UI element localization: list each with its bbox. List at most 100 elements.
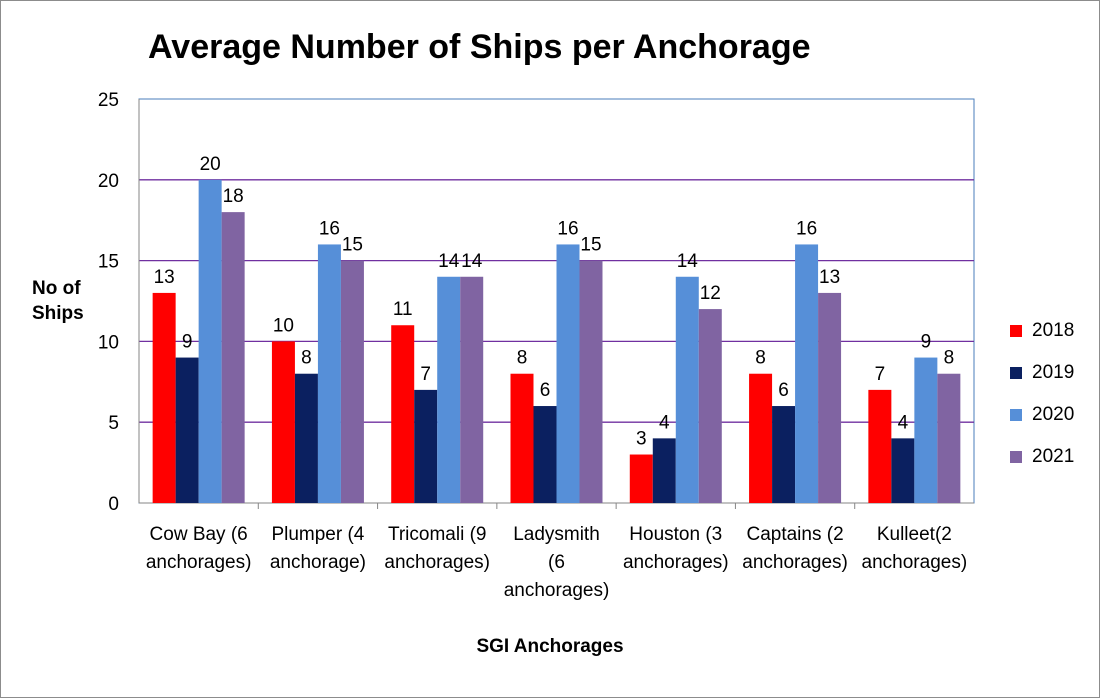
bar-2019-6 (772, 406, 796, 503)
data-label-2021-5: 12 (700, 283, 721, 304)
bar-2018-6 (749, 373, 773, 503)
bar-2020-3 (437, 276, 461, 503)
data-label-2020-7: 9 (921, 332, 932, 353)
category-label-3: Tricomali (9 anchorages) (384, 524, 490, 573)
category-label-line: anchorages) (742, 552, 848, 573)
bar-2019-2 (294, 373, 318, 503)
legend-swatch-2019 (1010, 367, 1022, 379)
y-axis-title-line-1: No of (32, 278, 81, 299)
category-label-5: Houston (3 anchorages) (623, 524, 729, 573)
legend-item-2019: 2019 (1010, 352, 1074, 394)
bar-2021-2 (340, 260, 364, 503)
bar-2018-4 (510, 373, 534, 503)
data-label-2018-6: 8 (755, 348, 766, 369)
data-label-2021-1: 18 (223, 186, 244, 207)
category-label-line: Captains (2 (746, 524, 843, 545)
data-label-2018-7: 7 (875, 364, 886, 385)
y-tick-label-10: 10 (98, 332, 119, 353)
category-label-line: anchorages) (384, 552, 490, 573)
bar-2021-1 (221, 212, 245, 503)
bar-2021-3 (460, 276, 484, 503)
category-label-line: anchorages) (146, 552, 252, 573)
bar-2021-5 (698, 309, 722, 503)
data-label-2020-6: 16 (796, 218, 817, 239)
data-label-2019-6: 6 (778, 380, 789, 401)
data-label-2019-1: 9 (182, 332, 193, 353)
bar-2019-3 (414, 389, 438, 503)
data-label-2019-4: 6 (540, 380, 551, 401)
data-label-2018-1: 13 (154, 267, 175, 288)
bar-2018-2 (271, 341, 295, 503)
data-label-2019-7: 4 (898, 412, 909, 433)
bar-2021-6 (818, 292, 842, 503)
data-label-2019-2: 8 (301, 348, 312, 369)
category-label-line: anchorages) (504, 580, 610, 601)
bar-2019-1 (175, 357, 199, 503)
data-label-2021-4: 15 (580, 235, 601, 256)
x-axis-title: SGI Anchorages (476, 636, 624, 657)
legend-item-2018: 2018 (1010, 310, 1074, 352)
legend-swatch-2020 (1010, 409, 1022, 421)
bar-2020-5 (675, 276, 699, 503)
data-label-2018-4: 8 (517, 348, 528, 369)
bar-2019-7 (891, 438, 915, 503)
bar-2020-2 (317, 244, 341, 503)
category-label-4: Ladysmith (6 anchorages) (504, 524, 610, 601)
legend-swatch-2018 (1010, 325, 1022, 337)
category-label-line: Houston (3 (629, 524, 722, 545)
category-label-2: Plumper (4 anchorage) (270, 524, 366, 573)
y-tick-label-20: 20 (98, 171, 119, 192)
category-label-line: anchorage) (270, 552, 366, 573)
category-label-line: Tricomali (9 (388, 524, 487, 545)
bar-2020-4 (556, 244, 580, 503)
legend-label-2020: 2020 (1032, 404, 1075, 425)
bar-2018-3 (391, 325, 415, 503)
bar-2020-6 (795, 244, 819, 503)
bar-2018-7 (868, 389, 892, 503)
legend-item-2020: 2020 (1010, 394, 1074, 436)
bar-2020-7 (914, 357, 938, 503)
y-axis-title: No of Ships (32, 276, 84, 326)
data-label-2021-3: 14 (461, 251, 483, 272)
y-tick-label-15: 15 (98, 252, 119, 273)
category-label-7: Kulleet(2 anchorages) (862, 524, 968, 573)
category-label-line: Plumper (4 (271, 524, 364, 545)
category-label-line: anchorages) (862, 552, 968, 573)
legend-label-2018: 2018 (1032, 320, 1075, 341)
legend-item-2021: 2021 (1010, 436, 1074, 478)
y-tick-label-0: 0 (108, 494, 119, 515)
chart-title: Average Number of Ships per Anchorage (148, 28, 811, 66)
data-label-2021-6: 13 (819, 267, 840, 288)
y-axis-title-line-2: Ships (32, 303, 84, 324)
chart-legend: 2018 2019 2020 2021 (1010, 310, 1074, 478)
category-label-6: Captains (2 anchorages) (742, 524, 848, 573)
legend-swatch-2021 (1010, 451, 1022, 463)
data-label-2020-5: 14 (677, 251, 699, 272)
data-label-2018-5: 3 (636, 429, 647, 450)
bar-2020-1 (198, 179, 222, 504)
legend-label-2019: 2019 (1032, 362, 1075, 383)
bar-2018-5 (629, 454, 653, 503)
category-label-1: Cow Bay (6 anchorages) (146, 524, 252, 573)
data-label-2020-4: 16 (557, 218, 578, 239)
category-label-line: (6 (548, 552, 565, 573)
y-tick-label-5: 5 (108, 413, 119, 434)
data-label-2018-2: 10 (273, 315, 294, 336)
category-label-line: anchorages) (623, 552, 729, 573)
category-label-line: Cow Bay (6 (150, 524, 248, 545)
legend-label-2021: 2021 (1032, 446, 1075, 467)
data-label-2018-3: 11 (393, 299, 413, 320)
data-label-2021-2: 15 (342, 235, 363, 256)
data-label-2020-2: 16 (319, 218, 340, 239)
category-label-line: Kulleet(2 (877, 524, 952, 545)
data-label-2019-5: 4 (659, 412, 670, 433)
bar-2019-5 (652, 438, 676, 503)
bar-2018-1 (152, 292, 176, 503)
bar-2019-4 (533, 406, 557, 503)
data-label-2020-3: 14 (438, 251, 460, 272)
bar-2021-7 (937, 373, 961, 503)
y-tick-label-25: 25 (98, 90, 119, 111)
bar-2021-4 (579, 260, 603, 503)
